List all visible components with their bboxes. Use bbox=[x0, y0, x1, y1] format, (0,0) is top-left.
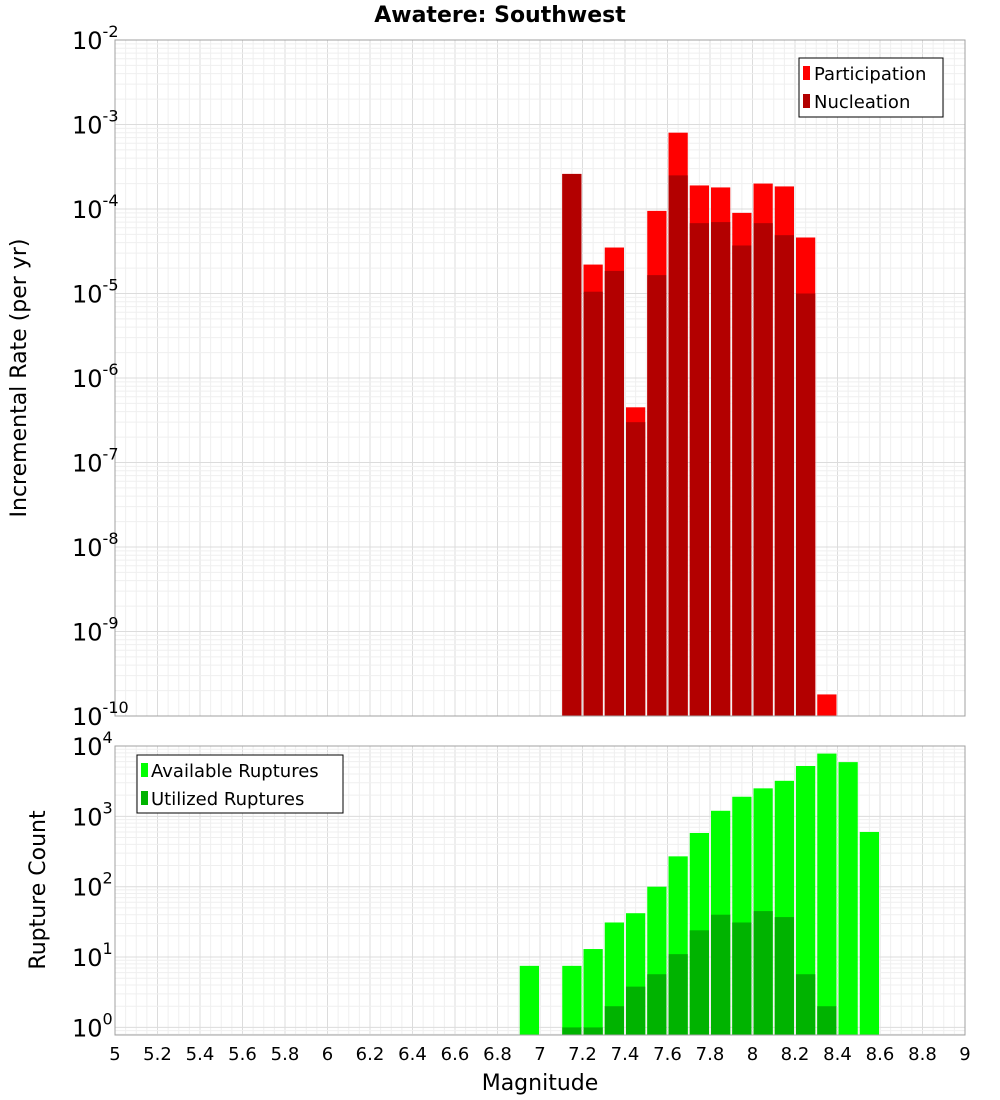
x-tick-label: 7.4 bbox=[611, 1044, 640, 1065]
bar-utilized-ruptures bbox=[562, 1027, 582, 1035]
legend-swatch-utilized bbox=[141, 791, 148, 805]
bar-utilized-ruptures bbox=[668, 954, 688, 1035]
y-tick-label: 10-2 bbox=[72, 22, 119, 55]
x-tick-label: 6 bbox=[322, 1044, 333, 1065]
x-tick-label: 7.8 bbox=[696, 1044, 725, 1065]
bar-available-ruptures bbox=[562, 965, 582, 1035]
legend-label-available: Available Ruptures bbox=[151, 761, 319, 782]
rate-y-ticks: 10-10 10-9 10-8 10-7 10-6 10-5 10-4 10-3 10-2 bbox=[72, 22, 129, 731]
y-tick-label: 10-6 bbox=[72, 360, 119, 393]
y-tick-label: 10-9 bbox=[72, 614, 119, 647]
y-tick-label: 10-4 bbox=[72, 191, 119, 224]
y-tick-label: 10-10 bbox=[72, 698, 129, 731]
count-panel: 100 101 102 103 104 Rupture Count Available … bbox=[26, 728, 966, 1042]
y-tick-label: 101 bbox=[72, 939, 113, 972]
bar-utilized-ruptures bbox=[583, 1027, 603, 1035]
x-tick-label: 9 bbox=[959, 1044, 970, 1065]
legend-label-utilized: Utilized Ruptures bbox=[151, 789, 304, 810]
bar-nucleation bbox=[796, 293, 816, 716]
x-axis-ticks: 5 5.2 5.4 5.6 5.8 6 6.2 6.4 6.6 6.8 7 7.2 7.4 7.6 7.8 8… bbox=[109, 1044, 970, 1065]
x-tick-label: 6.6 bbox=[441, 1044, 470, 1065]
y-tick-label: 100 bbox=[72, 1009, 113, 1042]
count-legend-box bbox=[136, 754, 344, 814]
count-y-axis-label: Rupture Count bbox=[26, 810, 51, 970]
x-tick-label: 5.6 bbox=[228, 1044, 257, 1065]
y-tick-label: 102 bbox=[72, 869, 113, 902]
x-tick-label: 6.8 bbox=[483, 1044, 512, 1065]
bar-available-ruptures bbox=[859, 831, 879, 1035]
bar-nucleation bbox=[626, 422, 646, 716]
bar-available-ruptures bbox=[817, 753, 837, 1035]
legend-swatch-participation bbox=[803, 66, 810, 80]
y-tick-label: 103 bbox=[72, 798, 113, 831]
bar-available-ruptures bbox=[519, 965, 539, 1035]
rate-panel: 10-10 10-9 10-8 10-7 10-6 10-5 10-4 10-3 10-2 In… bbox=[7, 22, 966, 731]
bar-nucleation bbox=[668, 175, 688, 716]
x-tick-label: 8.2 bbox=[781, 1044, 810, 1065]
x-tick-label: 6.2 bbox=[356, 1044, 385, 1065]
x-tick-label: 8.4 bbox=[823, 1044, 852, 1065]
legend-label-nucleation: Nucleation bbox=[814, 92, 910, 113]
y-tick-label: 10-5 bbox=[72, 276, 119, 309]
x-tick-label: 7.6 bbox=[653, 1044, 682, 1065]
rate-y-axis-label: Incremental Rate (per yr) bbox=[7, 239, 32, 518]
bar-utilized-ruptures bbox=[817, 1006, 837, 1035]
bar-utilized-ruptures bbox=[689, 930, 709, 1035]
bar-nucleation bbox=[711, 222, 731, 716]
x-tick-label: 5.4 bbox=[186, 1044, 215, 1065]
rate-legend: Participation Nucleation bbox=[798, 57, 944, 118]
bar-nucleation bbox=[732, 245, 752, 717]
x-tick-label: 7 bbox=[534, 1044, 545, 1065]
bar-nucleation bbox=[753, 223, 773, 716]
count-legend: Available Ruptures Utilized Ruptures bbox=[136, 754, 344, 814]
x-axis-label: Magnitude bbox=[482, 1071, 599, 1096]
count-plot-frame bbox=[114, 745, 966, 1036]
rate-plot-frame bbox=[114, 39, 966, 717]
rate-legend-box bbox=[798, 57, 944, 118]
x-tick-label: 8 bbox=[747, 1044, 758, 1065]
bar-available-ruptures bbox=[796, 765, 816, 1035]
x-tick-label: 7.2 bbox=[568, 1044, 597, 1065]
bar-utilized-ruptures bbox=[604, 1006, 624, 1035]
x-tick-label: 8.6 bbox=[866, 1044, 895, 1065]
bar-utilized-ruptures bbox=[647, 974, 667, 1035]
bar-utilized-ruptures bbox=[753, 911, 773, 1035]
bar-utilized-ruptures bbox=[774, 917, 794, 1035]
bar-available-ruptures bbox=[583, 949, 603, 1035]
y-tick-label: 10-7 bbox=[72, 445, 119, 478]
x-tick-label: 5.8 bbox=[271, 1044, 300, 1065]
legend-swatch-available bbox=[141, 763, 148, 777]
bar-nucleation bbox=[774, 235, 794, 716]
rate-gridlines bbox=[114, 39, 966, 717]
bar-utilized-ruptures bbox=[732, 922, 752, 1035]
bar-utilized-ruptures bbox=[711, 914, 731, 1035]
bar-nucleation bbox=[689, 223, 709, 716]
y-tick-label: 10-3 bbox=[72, 107, 119, 140]
x-tick-label: 5 bbox=[109, 1044, 120, 1065]
count-y-ticks: 100 101 102 103 104 bbox=[72, 728, 113, 1042]
y-tick-label: 10-8 bbox=[72, 529, 119, 562]
bar-utilized-ruptures bbox=[626, 986, 646, 1035]
bar-utilized-ruptures bbox=[796, 974, 816, 1035]
bar-available-ruptures bbox=[838, 762, 858, 1035]
legend-swatch-nucleation bbox=[803, 94, 810, 108]
bar-nucleation bbox=[647, 275, 667, 716]
legend-label-participation: Participation bbox=[814, 64, 926, 85]
count-bars bbox=[519, 753, 879, 1035]
x-tick-label: 5.2 bbox=[143, 1044, 172, 1065]
chart-title: Awatere: Southwest bbox=[374, 3, 626, 28]
y-tick-label: 104 bbox=[72, 728, 113, 761]
rate-bars bbox=[562, 132, 837, 717]
x-tick-label: 8.8 bbox=[908, 1044, 937, 1065]
bar-nucleation bbox=[562, 173, 582, 716]
bar-nucleation bbox=[604, 270, 624, 716]
bar-participation bbox=[817, 694, 837, 716]
bar-nucleation bbox=[583, 291, 603, 716]
x-tick-label: 6.4 bbox=[398, 1044, 427, 1065]
